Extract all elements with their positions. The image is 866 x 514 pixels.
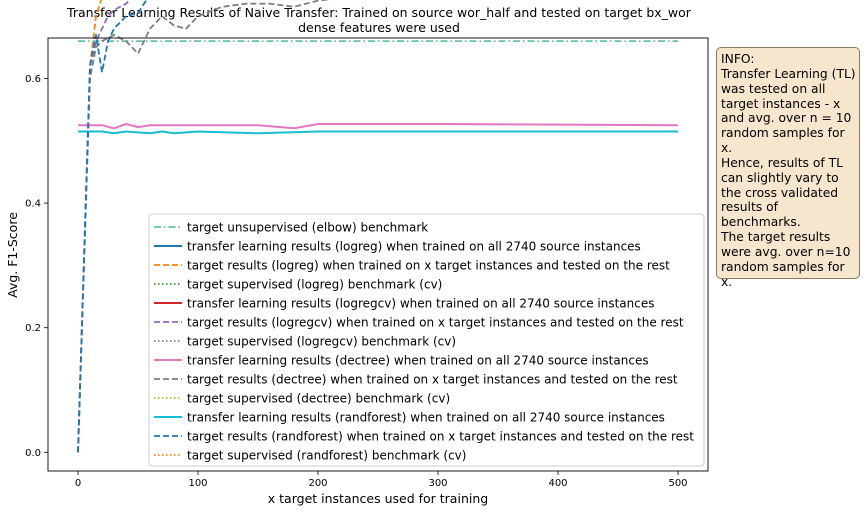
series-layer <box>77 0 679 453</box>
chart-title: Transfer Learning Results of Naive Trans… <box>66 5 692 20</box>
chart-subtitle: dense features were used <box>298 20 460 35</box>
legend-label-6: target results (logregcv) when trained o… <box>187 316 684 330</box>
x-tick-label: 400 <box>548 478 567 489</box>
legend-label-12: target results (randforest) when trained… <box>187 430 694 444</box>
plot-frame <box>47 37 709 472</box>
legend-label-2: transfer learning results (logreg) when … <box>187 240 641 254</box>
legend-label-1: target unsupervised (elbow) benchmark <box>187 221 428 235</box>
legend-label-7: target supervised (logregcv) benchmark (… <box>187 335 456 349</box>
legend-label-5: transfer learning results (logregcv) whe… <box>187 297 655 311</box>
legend-label-10: target supervised (dectree) benchmark (c… <box>187 392 450 406</box>
x-axis: 0 100 200 300 400 500 <box>75 471 688 489</box>
y-tick-label: 0.0 <box>25 448 41 459</box>
x-axis-label: x target instances used for training <box>268 491 488 506</box>
x-tick-label: 200 <box>308 478 327 489</box>
legend-label-11: transfer learning results (randforest) w… <box>187 411 665 425</box>
series-12-target-results-randforest-when-trained-o <box>77 0 148 453</box>
legend: target unsupervised (elbow) benchmark tra… <box>148 213 705 467</box>
x-tick-label: 500 <box>668 478 687 489</box>
legend-label-13: target supervised (randforest) benchmark… <box>187 449 466 463</box>
y-tick-label: 0.6 <box>25 74 41 85</box>
y-axis: 0.00.20.40.60.8 <box>25 74 48 459</box>
info-box: INFO: Transfer Learning (TL) was tested … <box>716 47 860 289</box>
legend-frame <box>148 213 705 467</box>
x-tick-label: 0 <box>75 478 81 489</box>
legend-label-8: transfer learning results (dectree) when… <box>187 354 649 368</box>
y-axis-label: Avg. F1-Score <box>5 212 20 298</box>
legend-label-4: target supervised (logreg) benchmark (cv… <box>187 278 442 292</box>
x-tick-label: 300 <box>428 478 447 489</box>
y-tick-label: 0.4 <box>25 199 41 210</box>
legend-label-3: target results (logreg) when trained on … <box>187 259 670 273</box>
series-8-transfer-learning-results-dectree-when-t <box>78 123 679 130</box>
x-tick-label: 100 <box>188 478 207 489</box>
series-11-transfer-learning-results-randforest-whe <box>78 130 678 135</box>
series-6-target-results-logregcv-when-trained-on- <box>77 0 131 453</box>
y-tick-label: 0.2 <box>25 323 41 334</box>
legend-label-9: target results (dectree) when trained on… <box>187 373 678 387</box>
